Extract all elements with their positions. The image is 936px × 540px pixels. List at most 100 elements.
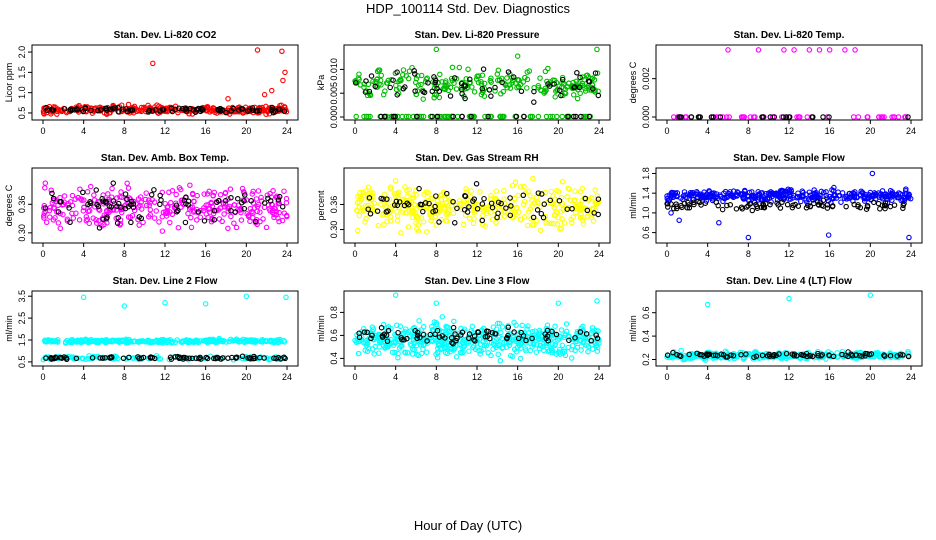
data-point bbox=[487, 113, 493, 120]
data-point bbox=[743, 204, 750, 210]
data-point bbox=[402, 184, 408, 190]
x-tick-label: 12 bbox=[472, 249, 482, 259]
data-point bbox=[719, 206, 726, 213]
data-point bbox=[565, 344, 571, 351]
data-point bbox=[563, 321, 570, 327]
data-point bbox=[279, 204, 286, 210]
data-point bbox=[477, 189, 483, 195]
data-point bbox=[537, 75, 543, 81]
plot-title: Stan. Dev. Sample Flow bbox=[733, 153, 845, 164]
data-point bbox=[430, 208, 436, 215]
x-tick-label: 24 bbox=[282, 249, 292, 259]
data-point bbox=[257, 354, 263, 361]
data-point bbox=[596, 336, 602, 343]
data-point bbox=[535, 190, 542, 196]
data-point bbox=[521, 214, 528, 220]
data-point bbox=[146, 214, 152, 220]
data-point bbox=[231, 337, 238, 344]
y-tick-label: 0.30 bbox=[329, 221, 339, 239]
data-point bbox=[67, 338, 74, 344]
data-point bbox=[436, 334, 443, 340]
data-point bbox=[356, 204, 362, 211]
data-point bbox=[499, 345, 505, 351]
data-point bbox=[541, 90, 547, 96]
data-point bbox=[507, 212, 514, 219]
data-point bbox=[569, 205, 575, 212]
data-point bbox=[279, 48, 285, 54]
data-point bbox=[254, 208, 261, 215]
data-point bbox=[504, 335, 510, 341]
data-point bbox=[48, 354, 54, 361]
data-point bbox=[432, 214, 438, 220]
data-point bbox=[456, 64, 463, 71]
data-point bbox=[768, 190, 774, 197]
data-point bbox=[674, 114, 681, 120]
data-point bbox=[556, 197, 563, 204]
data-point bbox=[107, 354, 113, 361]
data-point bbox=[210, 210, 217, 217]
y-tick-label: 0.005 bbox=[329, 82, 339, 105]
data-point bbox=[418, 350, 425, 357]
data-point bbox=[147, 207, 154, 213]
data-point bbox=[175, 224, 182, 231]
data-point bbox=[129, 107, 136, 113]
data-point bbox=[596, 198, 602, 205]
data-point bbox=[193, 355, 199, 361]
data-point bbox=[450, 210, 457, 217]
data-point bbox=[55, 209, 62, 215]
data-point bbox=[724, 202, 730, 209]
data-point bbox=[436, 219, 442, 225]
data-point bbox=[251, 353, 257, 360]
y-tick-label: 0.6 bbox=[641, 226, 651, 239]
data-point bbox=[861, 198, 868, 204]
data-point bbox=[595, 196, 602, 202]
data-point bbox=[228, 194, 234, 201]
data-point bbox=[85, 337, 92, 344]
data-point bbox=[42, 180, 49, 186]
data-point bbox=[225, 355, 231, 361]
data-point bbox=[387, 214, 394, 220]
data-point bbox=[136, 338, 142, 345]
data-point bbox=[469, 323, 476, 330]
data-point bbox=[488, 75, 494, 81]
data-point bbox=[759, 352, 766, 359]
data-point bbox=[525, 188, 531, 195]
data-point bbox=[392, 349, 398, 356]
data-point bbox=[242, 192, 248, 198]
data-point bbox=[374, 208, 381, 214]
data-point bbox=[238, 338, 245, 344]
data-point bbox=[268, 87, 275, 94]
data-point bbox=[188, 224, 195, 231]
data-point bbox=[424, 338, 430, 344]
x-tick-label: 0 bbox=[352, 249, 357, 259]
data-point bbox=[559, 178, 566, 185]
data-point bbox=[471, 89, 478, 95]
data-point bbox=[410, 194, 417, 201]
data-point bbox=[76, 217, 83, 223]
data-point bbox=[507, 195, 513, 201]
data-point bbox=[529, 335, 535, 342]
data-point bbox=[41, 111, 47, 117]
data-point bbox=[479, 86, 486, 92]
data-point bbox=[254, 47, 261, 53]
data-point bbox=[164, 207, 170, 214]
data-point bbox=[537, 227, 544, 234]
data-point bbox=[399, 209, 406, 215]
data-point bbox=[789, 204, 796, 211]
data-point bbox=[594, 348, 601, 354]
data-point bbox=[809, 114, 816, 120]
x-tick-label: 12 bbox=[160, 372, 170, 382]
data-point bbox=[810, 197, 816, 203]
data-point bbox=[55, 220, 62, 226]
data-point bbox=[699, 194, 706, 201]
data-point bbox=[573, 113, 579, 120]
data-point bbox=[492, 84, 498, 91]
data-point bbox=[839, 351, 845, 358]
data-point bbox=[520, 192, 527, 198]
data-point bbox=[143, 202, 150, 209]
data-point bbox=[202, 301, 209, 307]
data-point bbox=[568, 216, 574, 223]
data-point bbox=[393, 86, 400, 93]
data-point bbox=[281, 339, 288, 345]
data-point bbox=[381, 113, 388, 120]
